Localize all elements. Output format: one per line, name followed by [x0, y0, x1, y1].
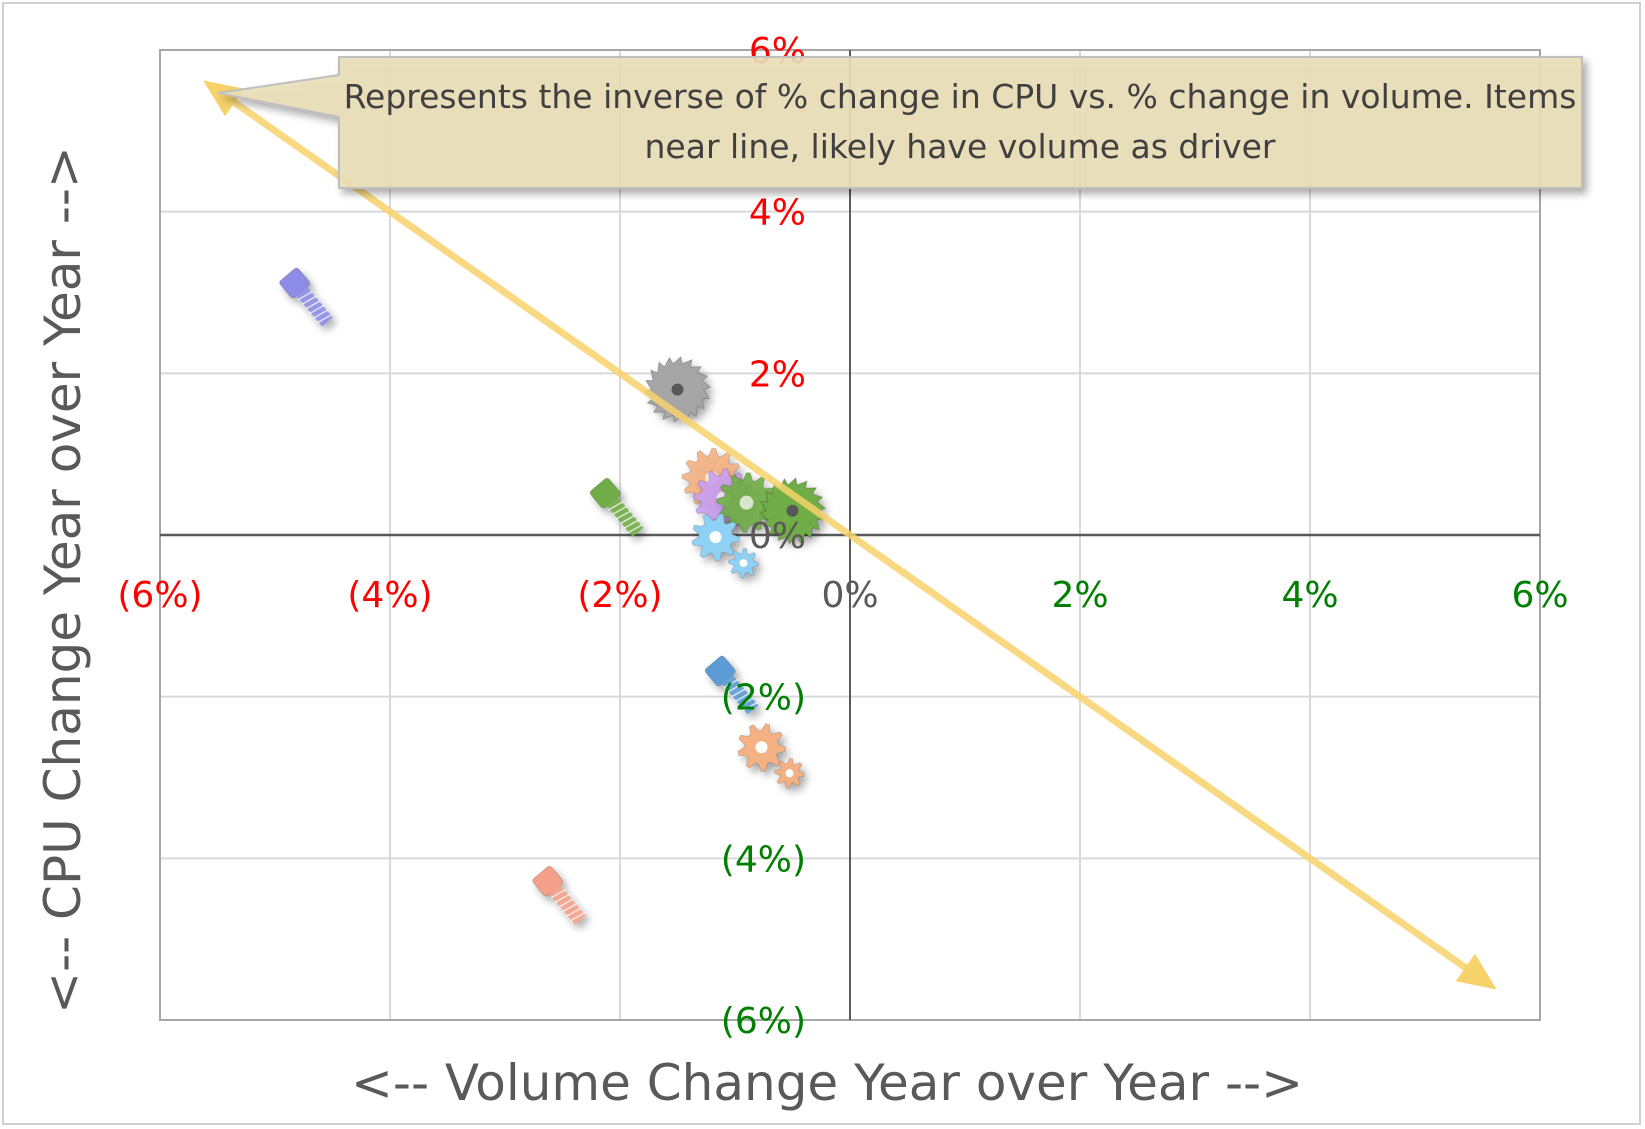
bolt-icon [589, 477, 644, 537]
inverse-reference-arrow [203, 80, 1497, 990]
y-tick-label: (2%) [721, 678, 806, 719]
x-tick-label: (6%) [117, 575, 202, 616]
annotation-text-line-2: near line, likely have volume as driver [645, 127, 1276, 166]
y-axis-title: <-- CPU Change Year over Year --> [34, 146, 92, 1014]
x-tick-labels: (6%) (4%) (2%) 0% 2% 4% 6% [117, 575, 1568, 616]
x-tick-label: 0% [821, 575, 878, 616]
y-tick-label: 4% [749, 193, 806, 234]
x-tick-label: 4% [1281, 575, 1338, 616]
y-tick-label: (4%) [721, 839, 806, 880]
y-tick-label: 2% [749, 354, 806, 395]
x-tick-label: 6% [1511, 575, 1568, 616]
x-tick-label: (4%) [347, 575, 432, 616]
annotation-text-line-1: Represents the inverse of % change in CP… [344, 77, 1577, 116]
gears-icon [737, 723, 806, 789]
x-tick-label: (2%) [577, 575, 662, 616]
bolt-icon [532, 865, 586, 925]
x-tick-label: 2% [1051, 575, 1108, 616]
y-tick-label: 0% [749, 516, 806, 557]
annotation-callout [217, 56, 1583, 189]
y-tick-label: (6%) [721, 1001, 806, 1042]
bolt-icon [279, 267, 333, 327]
x-axis-title: <-- Volume Change Year over Year --> [351, 1054, 1303, 1112]
